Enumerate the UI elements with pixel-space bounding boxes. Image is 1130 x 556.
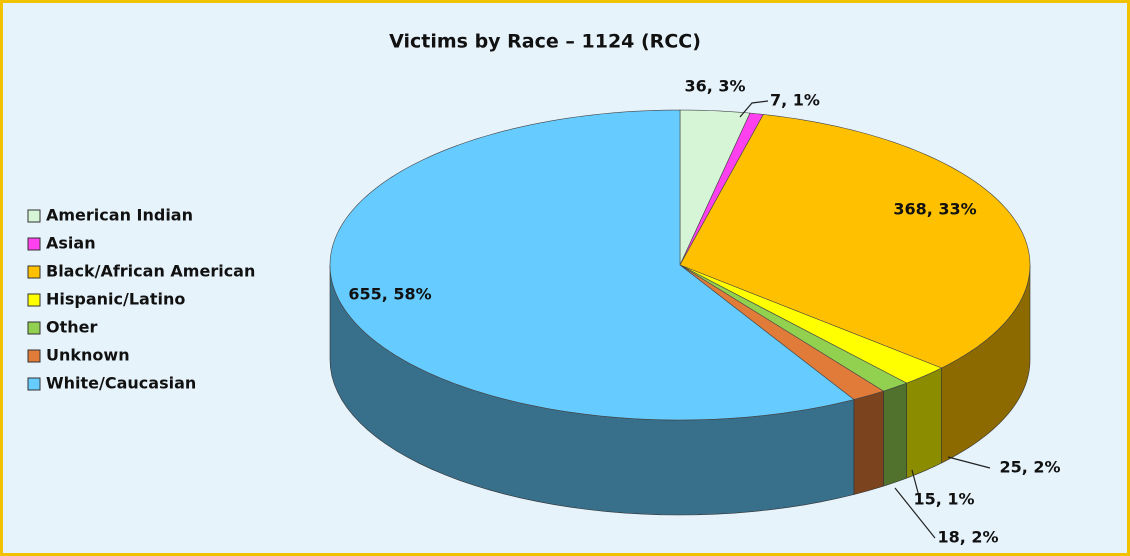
leader-line [739,100,769,118]
leader-line [947,456,991,469]
legend-label: American Indian [46,206,193,225]
legend-label: Unknown [46,346,130,365]
legend-swatch [27,293,41,307]
legend-swatch [27,265,41,279]
legend-label: White/Caucasian [46,374,196,393]
legend-swatch [27,237,41,251]
leader-line [911,469,921,501]
legend-swatch [27,209,41,223]
legend-label: Other [46,318,97,337]
legend-swatch [27,349,41,363]
data-label: 368, 33% [893,200,976,219]
legend-label: Black/African American [46,262,255,281]
chart-title: Victims by Race – 1124 (RCC) [389,31,701,53]
data-label: 7, 1% [770,91,820,110]
legend-swatch [27,377,41,391]
data-label: 15, 1% [913,490,974,509]
data-label: 18, 2% [937,528,998,547]
pie-slice [679,264,885,400]
pie-slice [679,114,1031,369]
pie-slice [679,264,943,384]
data-label: 655, 58% [348,285,431,304]
pie-side [906,367,942,479]
legend-label: Asian [46,234,96,253]
pie-side [853,390,884,495]
legend-swatch [27,321,41,335]
pie-slice [329,109,855,421]
legend-label: Hispanic/Latino [46,290,185,309]
leader-line [894,487,936,539]
data-label: 25, 2% [999,458,1060,477]
pie-side [883,382,907,487]
data-label: 36, 3% [684,77,745,96]
